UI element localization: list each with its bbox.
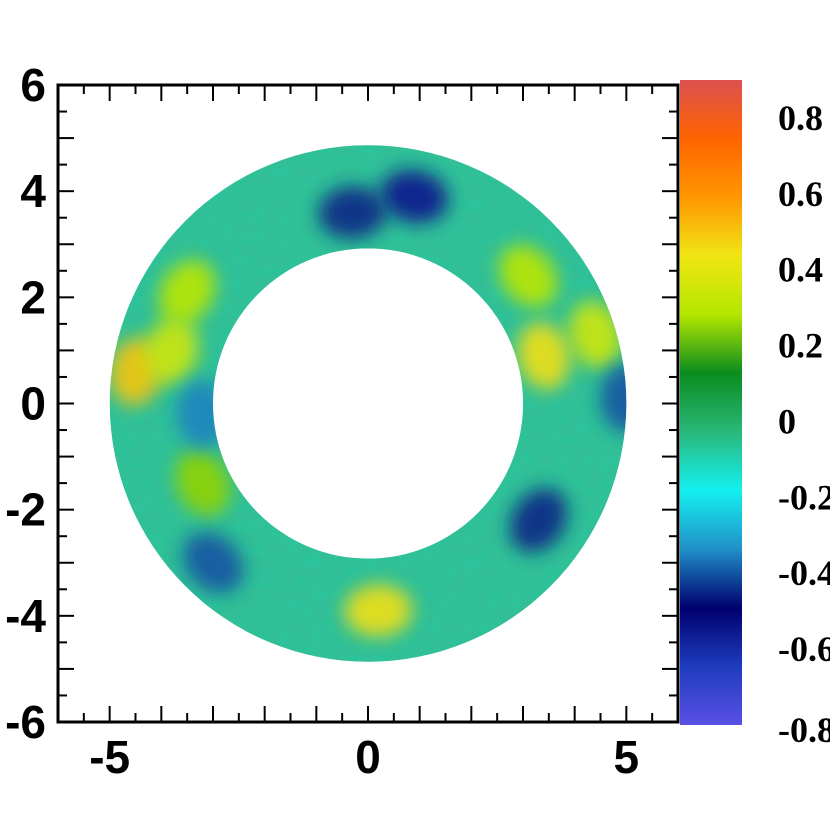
colorbar: 0.8 0.6 0.4 0.2 0 -0.2 -0.4 -0.6 -0.8 (680, 80, 830, 750)
colorbar-tick-labels: 0.8 0.6 0.4 0.2 0 -0.2 -0.4 -0.6 -0.8 (778, 98, 830, 750)
axis-ticks: -5 0 5 6 4 2 0 -2 -4 -6 (5, 59, 679, 783)
positive-anomaly-blob (498, 244, 558, 308)
y-tick-label: 2 (20, 271, 46, 323)
colorbar-gradient (680, 80, 742, 725)
x-tick-label: 5 (614, 731, 640, 783)
negative-anomaly-blob (182, 532, 244, 594)
colorbar-tick-label: 0.2 (778, 326, 823, 366)
negative-anomaly-blob (318, 186, 387, 239)
positive-anomaly-blob (568, 301, 623, 368)
colorbar-tick-label: -0.8 (778, 710, 830, 750)
colorbar-tick-label: -0.2 (778, 477, 830, 517)
x-tick-label: -5 (89, 731, 130, 783)
colorbar-tick-label: 0 (778, 401, 796, 441)
y-tick-label: -4 (5, 590, 46, 642)
positive-anomaly-blob (344, 584, 413, 637)
y-tick-label: 6 (20, 59, 46, 111)
colorbar-tick-label: -0.4 (778, 553, 830, 593)
plot-area: -5 0 5 6 4 2 0 -2 -4 -6 (5, 59, 680, 783)
colorbar-tick-label: 0.4 (778, 250, 823, 290)
y-tick-label: -2 (5, 484, 46, 536)
colorbar-tick-label: 0.6 (778, 174, 823, 214)
negative-anomaly-blob (380, 170, 449, 223)
colorbar-tick-label: 0.8 (778, 98, 823, 138)
annulus-texture (109, 145, 627, 662)
positive-anomaly-blob (158, 259, 216, 325)
negative-anomaly-blob (509, 488, 568, 553)
positive-anomaly-blob (517, 322, 571, 390)
positive-anomaly-blob (145, 316, 199, 384)
positive-anomaly-blob (175, 450, 231, 516)
annulus-field (109, 145, 627, 662)
y-tick-label: 0 (20, 378, 46, 430)
x-tick-label: 0 (355, 731, 381, 783)
y-tick-label: 4 (20, 165, 46, 217)
colorbar-tick-label: -0.6 (778, 629, 830, 669)
y-tick-label: -6 (5, 696, 46, 748)
